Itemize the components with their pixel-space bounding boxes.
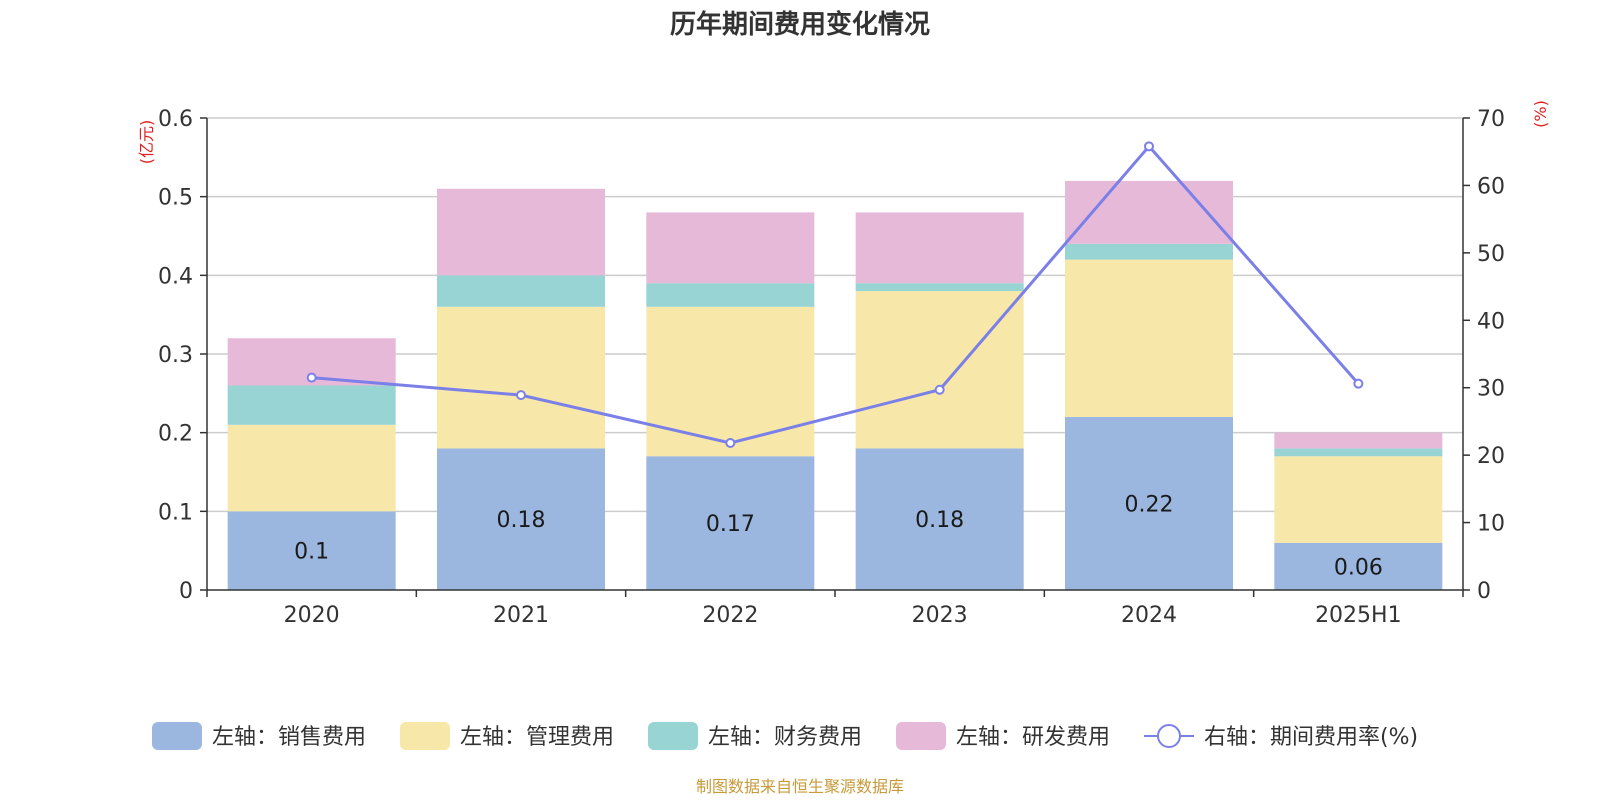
bar-segment	[1274, 432, 1443, 449]
rate-point	[516, 390, 526, 401]
right-tick-label: 40	[1477, 309, 1505, 334]
bar-value-label: 0.17	[706, 512, 755, 537]
bar-segment	[437, 448, 605, 590]
bar-segment	[646, 283, 815, 307]
rate-point	[1144, 141, 1154, 152]
bar-segment	[227, 511, 396, 590]
right-tick-label: 50	[1477, 242, 1505, 267]
bar-segment	[646, 456, 815, 590]
legend-item: 左轴：研发费用	[896, 722, 1110, 750]
x-tick-label: 2022	[702, 603, 758, 628]
bar-segment	[855, 283, 1024, 292]
rate-line	[311, 144, 1360, 445]
right-axis-unit: (%)	[1531, 100, 1550, 128]
bar-value-label: 0.1	[294, 540, 329, 565]
source-note: 制图数据来自恒生聚源数据库	[696, 777, 904, 796]
bar-segment	[437, 275, 605, 307]
legend-swatch	[152, 722, 202, 750]
bar-segment	[646, 212, 815, 284]
right-tick-label: 70	[1477, 107, 1505, 132]
rate-point	[934, 384, 945, 395]
x-tick-label: 2021	[493, 603, 549, 628]
left-axis-unit: (亿元)	[137, 120, 156, 165]
chart-title: 历年期间费用变化情况	[670, 9, 930, 40]
legend-label: 右轴：期间费用率(%)	[1204, 725, 1418, 750]
bar-segment	[437, 188, 605, 276]
left-tick-label: 0.3	[158, 343, 193, 368]
legend-item: 左轴：销售费用	[152, 722, 366, 750]
x-tick-label: 2023	[912, 603, 968, 628]
legend-swatch	[896, 722, 946, 750]
legend-item: 右轴：期间费用率(%)	[1144, 724, 1418, 750]
bar-value-label: 0.22	[1125, 492, 1174, 517]
axes-layer: 0 0.1 0.2 0.3 0.4 0.5 0.6 0 10 20 30 40 50 60 70 2020 20…	[137, 100, 1550, 628]
right-tick-label: 60	[1477, 174, 1505, 199]
legend-swatch	[400, 722, 450, 750]
bar-segment	[855, 448, 1024, 590]
bar-segment	[227, 424, 396, 512]
bar-segment	[437, 306, 605, 449]
bar-value-label: 0.06	[1334, 555, 1383, 580]
rate-point	[1353, 378, 1364, 389]
legend-label: 左轴：财务费用	[708, 725, 862, 750]
x-tick-label: 2020	[284, 603, 340, 628]
left-tick-label: 0	[179, 579, 193, 604]
left-tick-label: 0.4	[158, 264, 193, 289]
legend-label: 左轴：管理费用	[460, 725, 614, 750]
x-tick-label: 2024	[1121, 603, 1177, 628]
legend: 左轴：销售费用 左轴：管理费用 左轴：财务费用 左轴：研发费用 右轴：期间费用率(%)	[152, 722, 1418, 750]
grid-layer	[207, 117, 1463, 513]
bar-segment	[1274, 448, 1443, 457]
legend-item: 左轴：财务费用	[648, 722, 862, 750]
bar-value-label: 0.18	[497, 508, 546, 533]
bars-layer	[227, 180, 1443, 590]
bar-segment	[1274, 542, 1443, 590]
bar-segment	[1065, 259, 1233, 417]
bar-segment	[227, 385, 396, 425]
left-tick-label: 0.5	[158, 186, 193, 211]
right-tick-label: 0	[1477, 579, 1491, 604]
rate-line-layer	[306, 141, 1364, 449]
legend-swatch	[648, 722, 698, 750]
bar-segment	[646, 306, 815, 457]
left-tick-label: 0.1	[158, 500, 193, 525]
bar-segment	[1274, 456, 1443, 543]
left-tick-label: 0.2	[158, 422, 193, 447]
right-tick-label: 30	[1477, 377, 1505, 402]
legend-item: 左轴：管理费用	[400, 722, 614, 750]
bar-segment	[1065, 416, 1233, 590]
bar-value-label: 0.18	[915, 508, 964, 533]
x-tick-label: 2025H1	[1315, 603, 1402, 628]
legend-label: 左轴：研发费用	[956, 725, 1110, 750]
labels-layer: 0.1 0.18 0.17 0.18 0.22 0.06	[294, 492, 1383, 580]
legend-marker	[1157, 724, 1181, 748]
bar-segment	[855, 291, 1024, 449]
legend-label: 左轴：销售费用	[212, 725, 366, 750]
right-tick-label: 10	[1477, 512, 1505, 537]
left-tick-label: 0.6	[158, 107, 193, 132]
rate-point	[306, 372, 317, 383]
bar-segment	[1065, 243, 1233, 260]
rate-point	[725, 438, 736, 449]
right-tick-label: 20	[1477, 444, 1505, 469]
bar-segment	[855, 212, 1024, 284]
